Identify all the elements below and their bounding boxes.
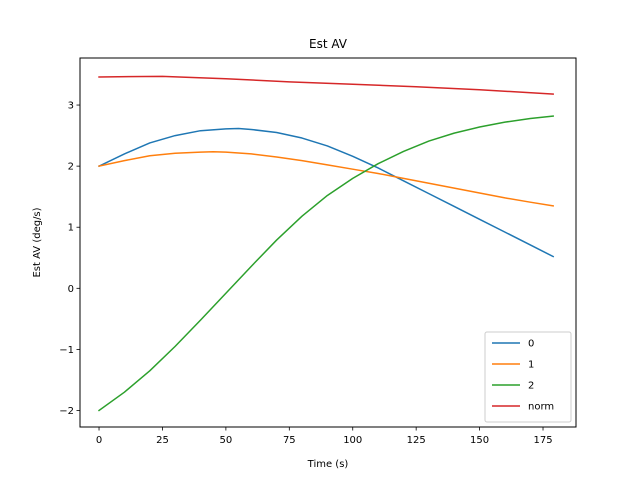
y-tick-label: −2 <box>59 406 74 417</box>
legend: 0 1 2 norm <box>484 331 572 423</box>
x-axis: 0 25 50 75 100 125 150 175 <box>96 427 553 446</box>
x-tick-label: 100 <box>343 435 362 446</box>
y-axis-title: Est AV (deg/s) <box>32 207 43 277</box>
legend-box <box>484 331 572 423</box>
y-tick-label: 1 <box>68 223 74 234</box>
x-tick-label: 150 <box>470 435 489 446</box>
x-tick-label: 75 <box>283 435 296 446</box>
legend-label-2: 2 <box>528 381 534 392</box>
plot-frame <box>79 57 577 428</box>
legend-label-1: 1 <box>528 360 534 371</box>
series-line-2 <box>97 115 554 412</box>
x-tick-label: 50 <box>220 435 233 446</box>
legend-label-norm: norm <box>528 402 554 413</box>
x-tick-label: 125 <box>407 435 426 446</box>
y-tick-label: 3 <box>68 101 74 112</box>
x-tick-label: 175 <box>533 435 552 446</box>
x-tick-label: 0 <box>96 435 102 446</box>
chart-title: Est AV <box>309 37 348 51</box>
series-line-0 <box>98 127 555 258</box>
series-line-norm <box>98 75 554 95</box>
y-tick-label: 2 <box>68 162 74 173</box>
series-line-1 <box>98 151 555 207</box>
x-tick-label: 25 <box>156 435 169 446</box>
x-axis-title: Time (s) <box>307 459 349 470</box>
series-layer <box>97 75 555 412</box>
y-tick-label: −1 <box>59 345 74 356</box>
y-tick-label: 0 <box>68 284 74 295</box>
legend-label-0: 0 <box>528 339 534 350</box>
y-axis: −2 −1 0 1 2 3 <box>59 101 80 417</box>
